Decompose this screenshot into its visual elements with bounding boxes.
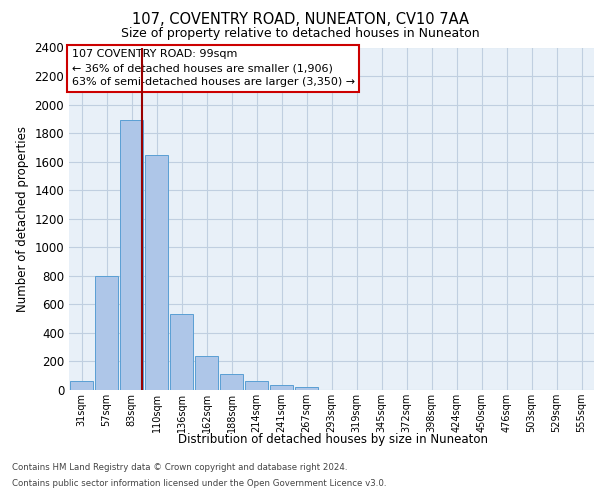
Y-axis label: Number of detached properties: Number of detached properties: [16, 126, 29, 312]
Bar: [170, 314, 193, 390]
Text: 107, COVENTRY ROAD, NUNEATON, CV10 7AA: 107, COVENTRY ROAD, NUNEATON, CV10 7AA: [131, 12, 469, 28]
Bar: [195, 356, 218, 390]
Text: Contains HM Land Registry data © Crown copyright and database right 2024.: Contains HM Land Registry data © Crown c…: [12, 464, 347, 472]
Bar: [120, 120, 143, 390]
Bar: [95, 276, 118, 390]
Text: Contains public sector information licensed under the Open Government Licence v3: Contains public sector information licen…: [12, 478, 386, 488]
Bar: [295, 387, 318, 390]
Bar: [70, 382, 93, 390]
Text: Distribution of detached houses by size in Nuneaton: Distribution of detached houses by size …: [178, 432, 488, 446]
Bar: [245, 382, 268, 390]
Text: Size of property relative to detached houses in Nuneaton: Size of property relative to detached ho…: [121, 28, 479, 40]
Bar: [270, 385, 293, 390]
Bar: [145, 154, 168, 390]
Text: 107 COVENTRY ROAD: 99sqm
← 36% of detached houses are smaller (1,906)
63% of sem: 107 COVENTRY ROAD: 99sqm ← 36% of detach…: [71, 49, 355, 87]
Bar: [220, 374, 243, 390]
